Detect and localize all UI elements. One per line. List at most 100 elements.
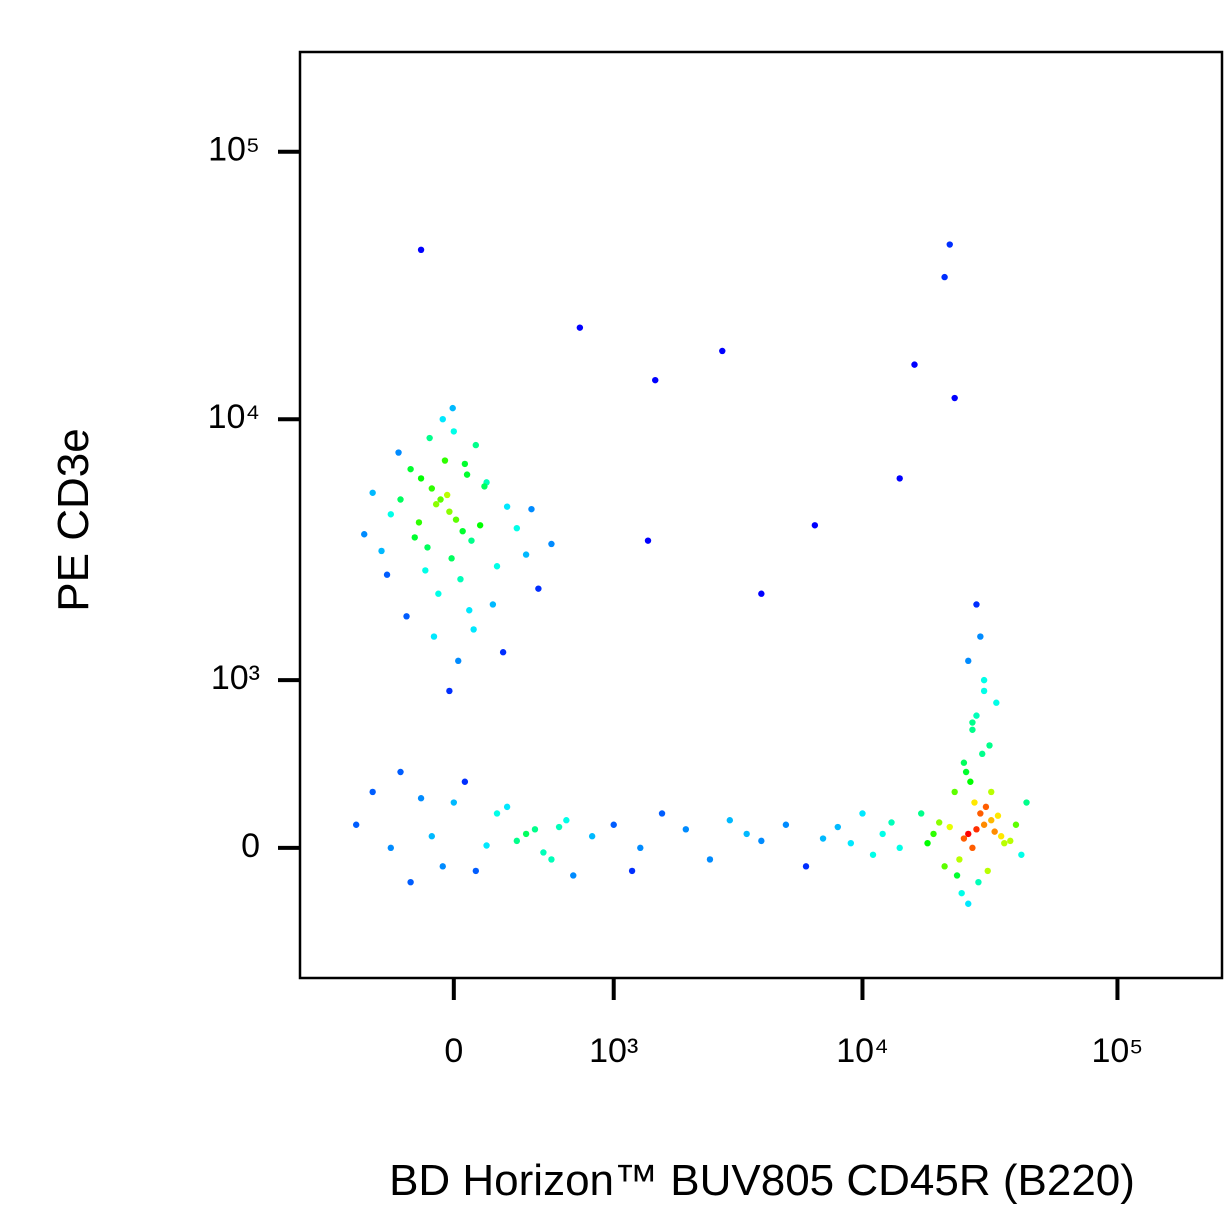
event-dot xyxy=(446,508,453,515)
event-dot xyxy=(869,851,877,858)
event-dot xyxy=(439,863,446,870)
x-tick-label: 10³ xyxy=(589,1032,638,1070)
event-dot xyxy=(407,878,414,886)
event-dot xyxy=(540,849,547,856)
event-dot xyxy=(437,496,444,503)
event-dot xyxy=(570,872,577,879)
y-tick-label: 10⁴ xyxy=(208,398,260,436)
event-dot xyxy=(387,511,395,518)
event-dot xyxy=(726,817,734,824)
event-dot xyxy=(960,759,968,766)
event-dot xyxy=(951,394,958,402)
event-dot xyxy=(439,415,446,423)
event-dot xyxy=(993,699,1000,706)
plot-frame xyxy=(298,50,1224,980)
event-dot xyxy=(461,460,469,468)
event-dot xyxy=(969,844,976,852)
event-dot xyxy=(930,830,937,838)
event-dot xyxy=(973,601,980,608)
event-dot xyxy=(946,823,953,831)
event-dot xyxy=(1001,839,1008,847)
event-dot xyxy=(980,821,988,828)
event-dot xyxy=(973,712,980,719)
event-dot xyxy=(455,657,462,665)
event-dot xyxy=(461,778,469,785)
event-dot xyxy=(896,844,903,852)
event-dot xyxy=(819,835,827,842)
event-dot xyxy=(980,676,988,684)
event-dot xyxy=(658,810,666,817)
event-dot xyxy=(513,837,521,845)
event-dot xyxy=(459,527,466,535)
event-dot xyxy=(428,485,436,492)
x-tick-label: 0 xyxy=(444,1032,463,1070)
event-dot xyxy=(452,516,460,523)
event-dot xyxy=(548,856,555,863)
event-dot xyxy=(960,835,968,842)
event-dot xyxy=(463,471,471,478)
y-tick-label: 0 xyxy=(241,827,260,865)
x-tick-label: 10⁴ xyxy=(836,1032,888,1070)
event-dot xyxy=(969,726,976,733)
event-dot xyxy=(924,839,931,847)
event-dot xyxy=(563,817,570,824)
event-dot xyxy=(965,900,972,907)
event-dot xyxy=(988,788,995,796)
event-dot xyxy=(449,404,456,412)
event-dot xyxy=(969,719,976,726)
event-dot xyxy=(911,361,918,368)
x-tick-label: 10⁵ xyxy=(1091,1032,1143,1070)
event-dot xyxy=(991,828,998,835)
event-dot xyxy=(1012,821,1020,828)
event-dot xyxy=(369,788,376,796)
event-dot xyxy=(984,867,991,875)
y-axis-label: PE CD3e xyxy=(49,428,98,611)
event-dot xyxy=(528,505,535,513)
event-dot xyxy=(979,750,986,758)
event-dot xyxy=(965,830,972,838)
event-dot xyxy=(975,878,982,886)
event-dot xyxy=(951,788,958,796)
event-dot xyxy=(407,465,414,473)
event-dot xyxy=(758,837,765,845)
event-dot xyxy=(395,449,402,456)
event-dot xyxy=(802,863,810,870)
event-dot xyxy=(446,687,453,695)
event-dot xyxy=(472,441,480,449)
event-dot xyxy=(422,567,429,574)
event-dot xyxy=(988,817,995,824)
event-dot xyxy=(378,547,385,555)
event-dot xyxy=(967,778,974,785)
event-dot xyxy=(986,742,993,749)
event-dot xyxy=(513,524,521,532)
event-dot xyxy=(397,768,404,776)
event-dot xyxy=(369,489,376,496)
event-dot xyxy=(956,856,963,863)
event-dot xyxy=(435,590,442,597)
event-dot xyxy=(644,537,652,544)
event-dot xyxy=(424,544,431,551)
event-dot xyxy=(417,795,425,802)
event-dot xyxy=(977,633,984,640)
event-dot xyxy=(977,810,984,817)
event-dot xyxy=(415,519,423,526)
event-dot xyxy=(430,633,438,640)
event-dot xyxy=(472,867,480,875)
event-dot xyxy=(443,491,451,499)
event-dot xyxy=(706,856,714,863)
event-dot xyxy=(637,844,644,852)
event-dot xyxy=(441,457,449,464)
event-dot xyxy=(859,810,866,817)
x-axis-label: BD Horizon™ BUV805 CD45R (B220) xyxy=(389,1156,1135,1205)
event-dot xyxy=(610,821,617,828)
event-dot xyxy=(426,434,433,442)
event-dot xyxy=(466,607,473,614)
event-dot xyxy=(417,246,425,254)
event-dot xyxy=(958,889,965,897)
event-dot xyxy=(448,555,455,562)
event-dot xyxy=(918,810,925,817)
event-dot xyxy=(548,540,555,548)
event-dot xyxy=(965,657,972,665)
event-dot xyxy=(428,833,436,840)
event-dot xyxy=(522,830,530,838)
